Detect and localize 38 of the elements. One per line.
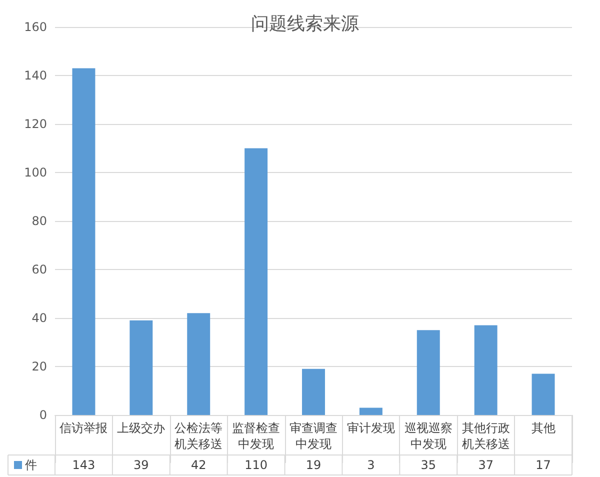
- data-label: 35: [420, 458, 436, 472]
- bar: [187, 313, 210, 415]
- bar: [359, 408, 382, 415]
- y-tick-label: 0: [39, 408, 47, 422]
- data-label: 37: [478, 458, 494, 472]
- x-tick-label: 监督检查中发现: [232, 421, 280, 451]
- chart-title: 问题线索来源: [251, 14, 359, 34]
- bar: [244, 148, 268, 415]
- y-tick-label: 100: [24, 166, 47, 180]
- data-label: 110: [244, 458, 268, 472]
- data-label: 39: [134, 458, 149, 472]
- x-tick-label: 巡视巡察中发现: [404, 421, 452, 451]
- data-label: 17: [536, 458, 551, 472]
- y-tick-label: 40: [32, 311, 47, 325]
- x-tick-label: 其他行政机关移送: [462, 421, 510, 451]
- x-tick-label: 其他: [531, 421, 556, 435]
- data-label: 19: [306, 458, 322, 472]
- x-tick-label: 公检法等机关移送: [174, 421, 223, 451]
- bar: [72, 68, 96, 415]
- y-tick-label: 160: [24, 20, 47, 34]
- data-label: 3: [367, 458, 375, 472]
- bar: [532, 374, 555, 415]
- y-tick-label: 20: [32, 360, 47, 374]
- y-tick-label: 120: [24, 117, 47, 131]
- x-tick-label: 上级交办: [117, 421, 166, 435]
- bar: [416, 330, 440, 415]
- data-label: 143: [72, 458, 96, 472]
- x-tick-label: 审计发现: [346, 421, 395, 435]
- bar: [130, 320, 153, 415]
- x-tick-label: 审查调查中发现: [290, 421, 338, 451]
- y-tick-label: 140: [24, 68, 47, 82]
- bar: [474, 325, 498, 415]
- y-tick-label: 80: [32, 214, 47, 228]
- x-tick-label: 信访举报: [60, 421, 108, 435]
- y-tick-label: 60: [32, 262, 47, 276]
- data-label: 42: [190, 458, 206, 472]
- legend-label: 件: [25, 458, 37, 472]
- bar: [302, 368, 325, 415]
